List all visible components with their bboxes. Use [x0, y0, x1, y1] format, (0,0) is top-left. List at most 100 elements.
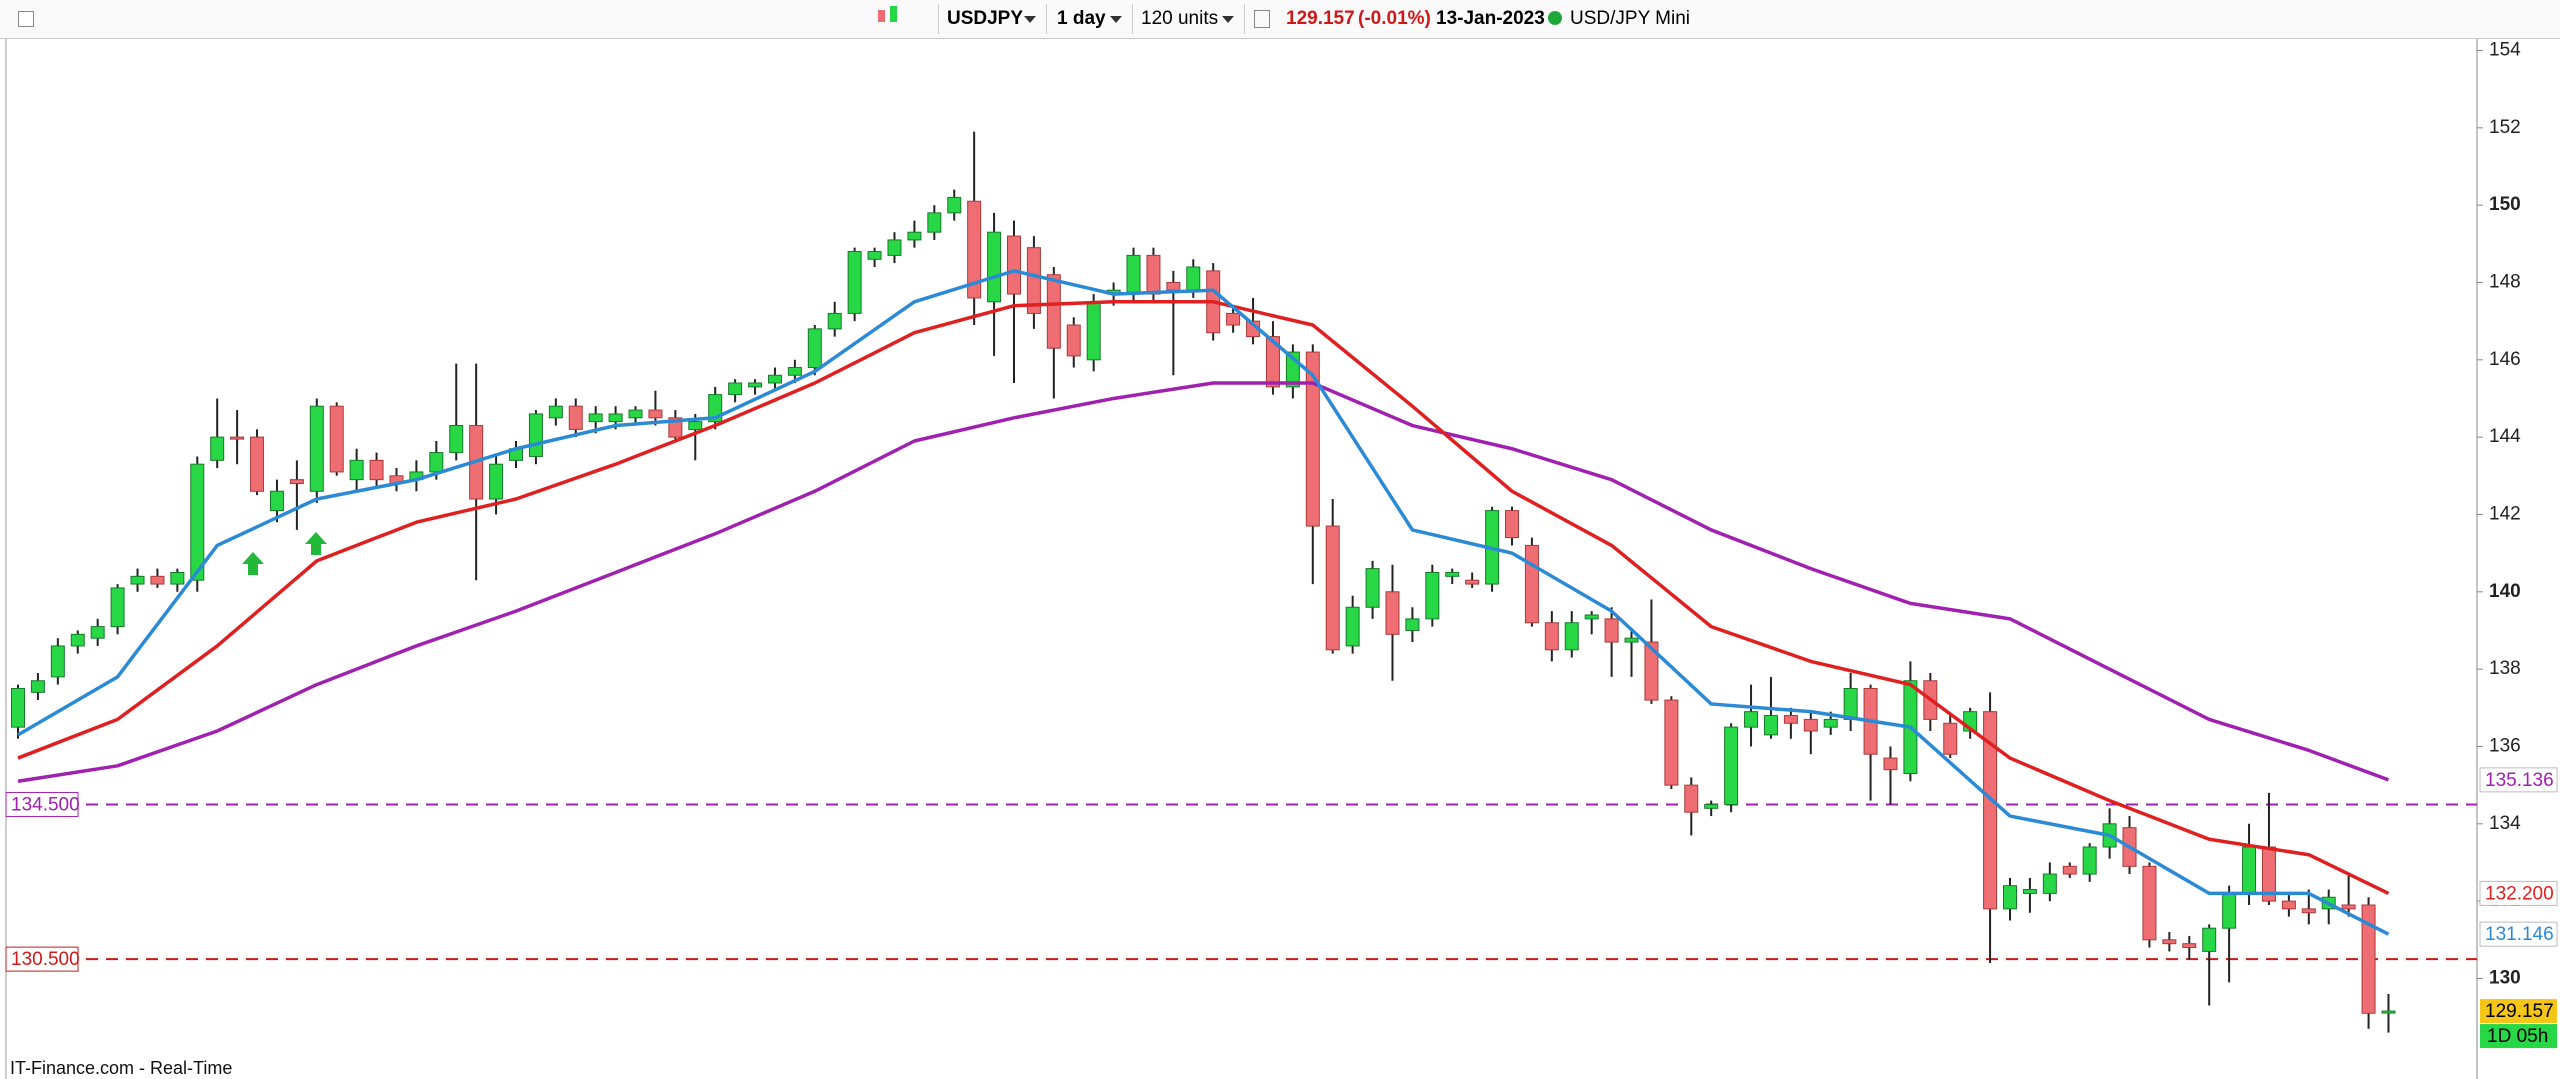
candle-body — [807, 328, 822, 369]
toolbar: USDJPY 1 day 120 units 129.157 (-0.01%) … — [0, 0, 2560, 39]
candle-body — [2341, 904, 2356, 910]
candle-body — [528, 413, 543, 457]
separator — [1046, 4, 1047, 34]
candle-body — [847, 251, 862, 314]
info-icon[interactable] — [1254, 10, 1270, 28]
date: 13-Jan-2023 — [1436, 8, 1545, 29]
candle-body — [349, 459, 364, 481]
candle-body — [1724, 726, 1739, 805]
y-tick-label: 148 — [2489, 271, 2521, 292]
buy-signal-arrow — [242, 552, 264, 575]
candle-body — [11, 687, 25, 728]
candle-body — [130, 575, 145, 585]
y-tick-label: 142 — [2489, 503, 2521, 524]
candle-body — [548, 405, 563, 419]
end-label: 131.146 — [2485, 924, 2554, 945]
chart-type-icon[interactable] — [890, 6, 897, 22]
candle-body — [1166, 281, 1181, 291]
candle-body — [887, 239, 902, 256]
candle-body — [1226, 312, 1241, 326]
candle-body — [1505, 510, 1519, 539]
interval[interactable]: 1 day — [1057, 8, 1106, 29]
candle-body — [787, 367, 802, 376]
candle-body — [1644, 641, 1659, 701]
y-tick-label: 146 — [2489, 349, 2521, 370]
candle-body — [2162, 939, 2177, 945]
chart-type-icon[interactable] — [878, 10, 885, 22]
candle-body — [588, 413, 603, 423]
end-label: 135.136 — [2485, 770, 2554, 791]
y-tick-label: 134 — [2489, 813, 2521, 834]
candle-body — [150, 575, 165, 585]
candle-body — [1803, 718, 1818, 732]
candle-body — [2142, 865, 2157, 941]
candle-body — [1126, 254, 1141, 295]
candle-body — [1624, 637, 1639, 643]
footer: IT-Finance.com - Real-Time — [10, 1058, 233, 1078]
level-label-box — [5, 946, 79, 972]
dropdown-caret[interactable] — [1222, 16, 1234, 23]
candle-body — [230, 436, 245, 440]
candle-body — [1146, 254, 1161, 295]
last-price-box — [2480, 999, 2557, 1024]
candle-body — [1783, 715, 1798, 724]
candle-body — [2003, 885, 2017, 910]
candle-body — [1564, 622, 1579, 651]
candle-body — [1325, 525, 1340, 651]
y-tick-label: 144 — [2489, 426, 2521, 447]
dropdown-caret[interactable] — [1024, 16, 1036, 23]
moving-average — [17, 300, 2390, 895]
candle-body — [1744, 711, 1759, 728]
candle-body — [70, 633, 85, 647]
candle-body — [1883, 757, 1898, 771]
level-label: 130.500 — [11, 949, 80, 970]
candle-body — [1943, 722, 1958, 755]
candle-body — [1684, 784, 1699, 813]
candle-body — [1584, 614, 1599, 620]
candle-body — [250, 436, 265, 492]
candle-body — [369, 459, 384, 481]
symbol[interactable]: USDJPY — [947, 8, 1024, 29]
candle-body — [1026, 247, 1041, 314]
level-label: 134.500 — [11, 794, 80, 815]
candle-body — [190, 463, 205, 581]
candle-body — [608, 413, 623, 423]
last-price-label: 129.157 — [2485, 1001, 2554, 1022]
candle-body — [2202, 927, 2217, 952]
moving-average — [17, 381, 2390, 783]
candle-body — [2301, 908, 2316, 914]
separator — [938, 4, 939, 34]
y-tick-label: 154 — [2489, 39, 2521, 60]
candle-body — [1704, 803, 1719, 809]
candle-body — [867, 251, 882, 260]
candle-body — [289, 479, 304, 485]
candle-body — [748, 382, 763, 388]
candle-body — [1066, 324, 1081, 357]
candle-body — [1365, 568, 1380, 608]
candle-body — [2062, 865, 2077, 875]
last-price: 129.157 — [1286, 8, 1355, 29]
candle-body — [927, 212, 942, 233]
candle-body — [1086, 301, 1101, 361]
y-tick-label: 130 — [2489, 967, 2521, 988]
candle-body — [1345, 606, 1360, 647]
separator — [1132, 4, 1133, 34]
buy-signal-arrow — [305, 532, 327, 555]
checkbox[interactable] — [18, 11, 34, 27]
y-tick-label: 152 — [2489, 117, 2521, 138]
units[interactable]: 120 units — [1141, 8, 1219, 29]
candle-body — [1305, 351, 1320, 527]
dropdown-caret[interactable] — [1110, 16, 1122, 23]
candle-body — [907, 231, 922, 241]
countdown: 1D 05h — [2487, 1026, 2548, 1047]
candle-body — [2242, 846, 2257, 894]
y-tick-label: 138 — [2489, 658, 2521, 679]
candle-body — [1265, 336, 1280, 388]
y-tick-label: 136 — [2489, 735, 2521, 756]
candle-body — [429, 452, 444, 473]
candle-body — [2381, 1010, 2396, 1014]
change: (-0.01%) — [1358, 8, 1431, 29]
candle-body — [1186, 266, 1201, 291]
